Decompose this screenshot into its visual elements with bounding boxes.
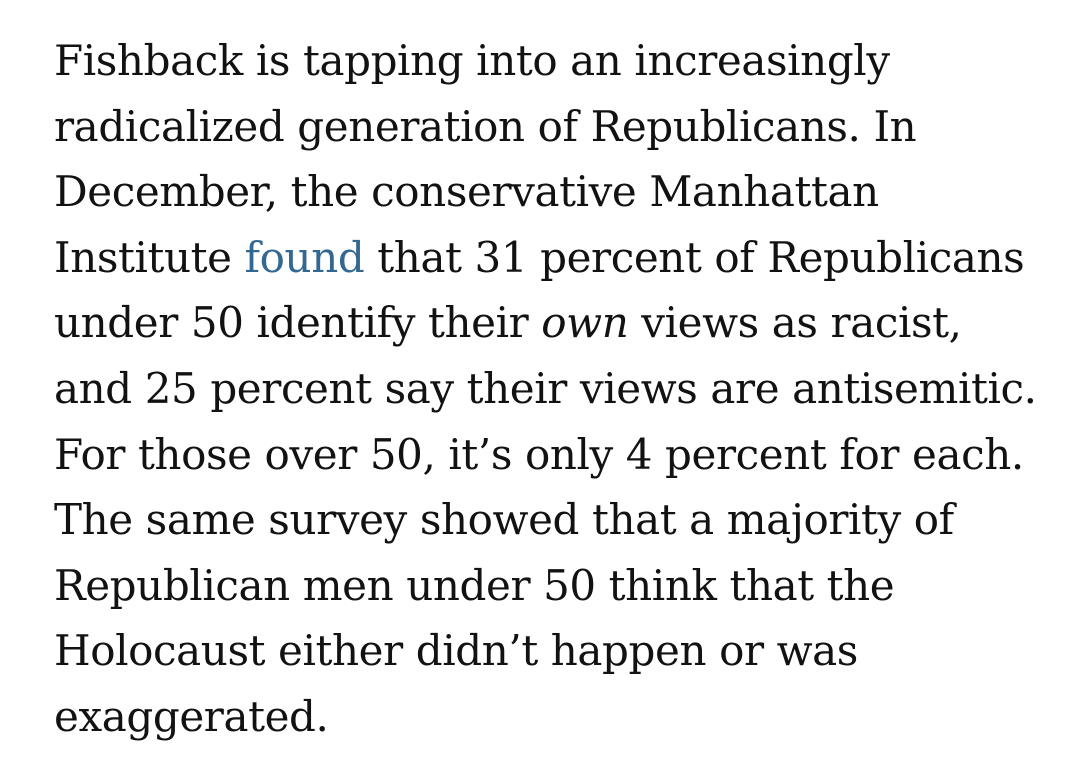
- paragraph-line: Institute found that 31 percent of Repub…: [54, 225, 1064, 291]
- paragraph-line: December, the conservative Manhattan: [54, 167, 879, 217]
- paragraph-line: Republican men under 50 think that the: [54, 560, 895, 610]
- paragraph-line: under 50 identify their own views as rac…: [54, 290, 1064, 356]
- article-paragraph: Fishback is tapping into an increasingly…: [54, 28, 1064, 750]
- paragraph-text: that 31 percent of Republicans: [364, 232, 1025, 282]
- paragraph-text: under 50 identify their: [54, 298, 542, 348]
- emphasis-own: own: [541, 298, 629, 348]
- paragraph-line: The same survey showed that a majority o…: [54, 495, 954, 545]
- paragraph-line: exaggerated.: [54, 691, 329, 741]
- paragraph-line: For those over 50, it’s only 4 percent f…: [54, 429, 1024, 479]
- paragraph-line: Fishback is tapping into an increasingly: [54, 36, 890, 85]
- paragraph-text: views as racist,: [628, 298, 962, 348]
- paragraph-line: radicalized generation of Republicans. I…: [54, 101, 917, 151]
- paragraph-line: Holocaust either didn’t happen or was: [54, 626, 858, 676]
- paragraph-text: Institute: [54, 232, 245, 282]
- paragraph-line: and 25 percent say their views are antis…: [54, 363, 1037, 413]
- found-link[interactable]: found: [244, 232, 365, 282]
